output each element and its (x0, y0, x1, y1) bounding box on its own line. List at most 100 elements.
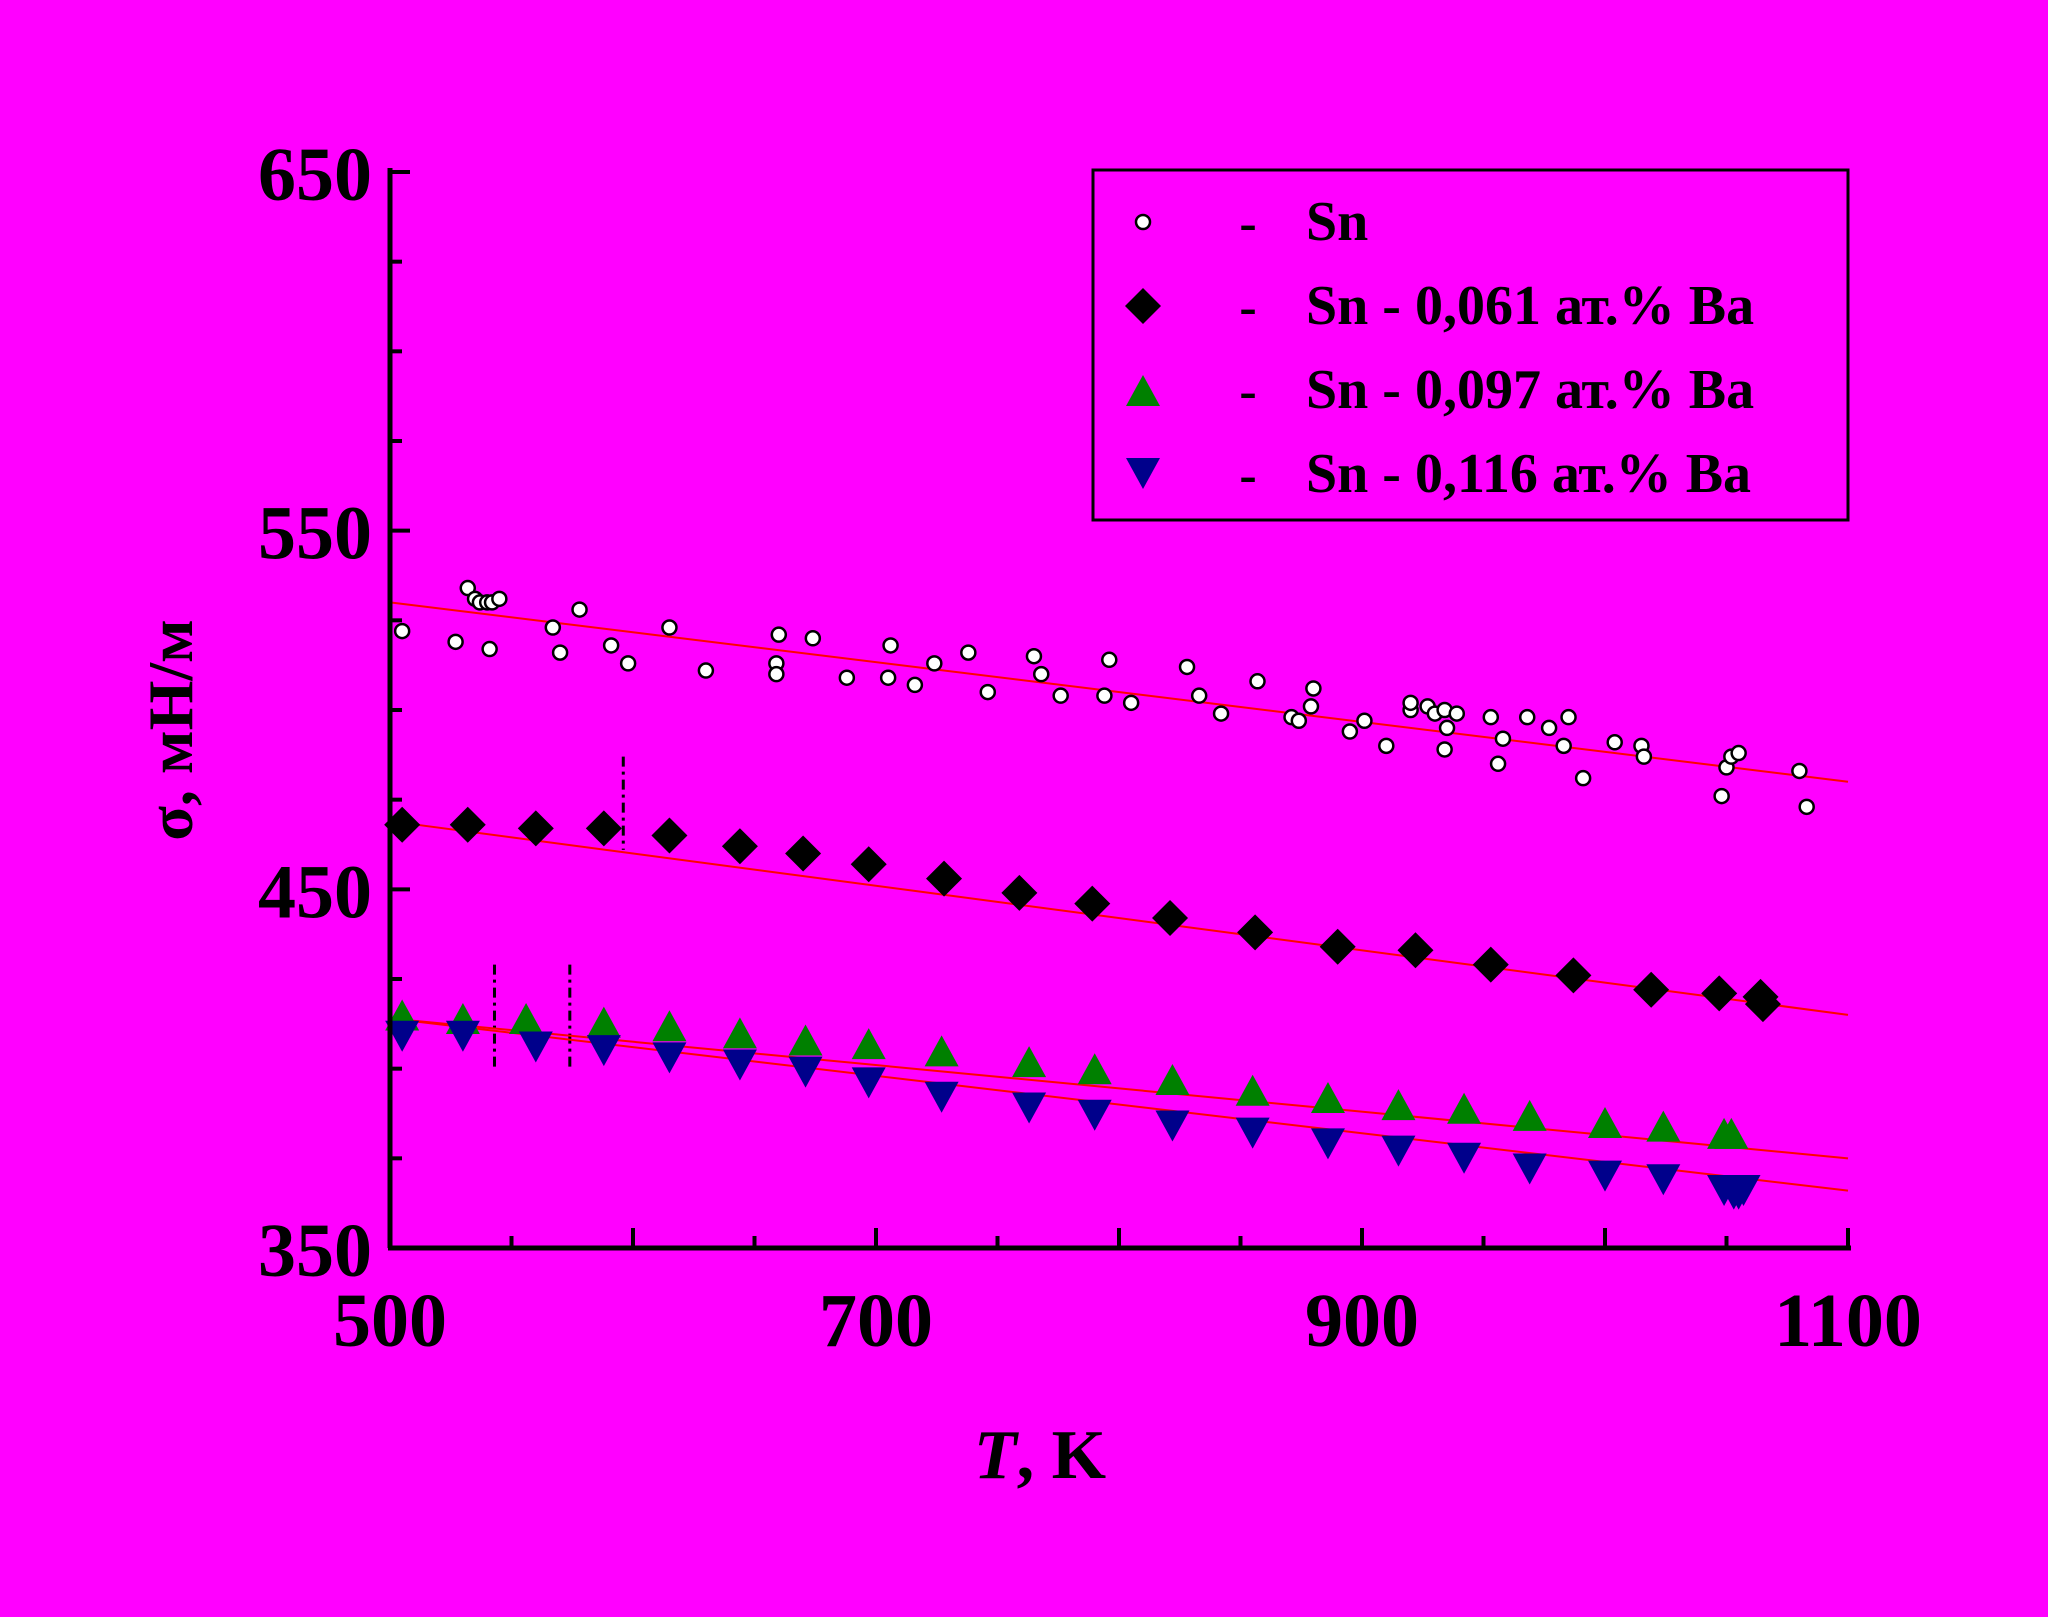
data-point (1791, 762, 1808, 780)
data-point (393, 622, 411, 640)
data-point (838, 669, 856, 686)
data-point (509, 1003, 544, 1035)
legend-label-1: Sn (1306, 191, 1368, 253)
data-point (1447, 1142, 1482, 1174)
x-axis-title-unit: , K (1017, 1417, 1106, 1494)
data-point (924, 1035, 959, 1067)
data-point (960, 644, 977, 661)
data-point (1448, 705, 1466, 722)
y-tick-label-450: 450 (258, 850, 372, 934)
data-point (1302, 698, 1320, 715)
data-point (491, 590, 508, 608)
data-point (1212, 705, 1230, 722)
legend-dash-4: - (1239, 447, 1256, 504)
data-point (768, 665, 785, 683)
series-sn-0-061-ba (384, 806, 1781, 1023)
data-point (879, 669, 897, 686)
data-point (586, 1035, 621, 1067)
legend-dash-3: - (1239, 363, 1256, 420)
data-point (1798, 798, 1815, 816)
data-point (1305, 680, 1322, 697)
data-point (1101, 651, 1118, 669)
data-point (1152, 900, 1189, 937)
data-point (518, 1031, 553, 1063)
data-point (1052, 687, 1069, 704)
data-point (1381, 1089, 1416, 1121)
data-point (447, 633, 464, 651)
data-point (906, 676, 924, 694)
data-point (1096, 687, 1113, 704)
data-point (1646, 1110, 1681, 1142)
data-point (1001, 874, 1038, 911)
y-tick-label-550: 550 (258, 492, 372, 576)
data-point (1555, 737, 1572, 755)
data-point (1032, 665, 1050, 683)
data-point (850, 846, 887, 883)
data-point (1447, 1092, 1482, 1124)
data-point (1249, 673, 1266, 690)
data-point (1397, 932, 1434, 969)
data-point (851, 1028, 886, 1060)
data-point (1310, 1128, 1345, 1160)
data-point (481, 640, 498, 658)
data-point (1012, 1046, 1047, 1078)
data-point (1744, 986, 1781, 1023)
x-tick-label-900: 900 (1305, 1279, 1419, 1363)
data-point (1319, 928, 1356, 965)
legend-marker-1 (1134, 213, 1152, 231)
data-point (544, 619, 562, 636)
data-point (652, 1042, 687, 1074)
data-point (517, 810, 554, 847)
data-point (1178, 658, 1196, 676)
legend-dash-2: - (1239, 279, 1256, 336)
data-point (1518, 708, 1536, 726)
data-point (1512, 1153, 1547, 1185)
data-point (619, 655, 637, 672)
data-point (571, 601, 588, 618)
data-point (1730, 744, 1747, 762)
data-point (1237, 914, 1274, 951)
data-point (652, 1010, 687, 1042)
data-point (1540, 719, 1558, 737)
data-point (785, 835, 822, 872)
data-point (1633, 971, 1670, 1008)
data-point (1155, 1064, 1190, 1096)
data-point (1701, 975, 1738, 1012)
y-tick-label-650: 650 (258, 133, 372, 217)
data-point (384, 806, 421, 843)
data-point (651, 817, 688, 854)
data-point (1512, 1099, 1547, 1131)
data-point (1190, 687, 1208, 704)
data-point (1235, 1117, 1270, 1149)
data-point (445, 1020, 480, 1052)
data-point (1726, 1175, 1761, 1207)
series-sn-0-116-ba (385, 1020, 1761, 1210)
x-axis-title-variable: T (974, 1417, 1020, 1494)
y-axis-title: σ, мН/м (135, 619, 206, 841)
data-point (1025, 647, 1043, 665)
data-point (1438, 719, 1456, 737)
data-point (722, 1017, 757, 1049)
series-points (384, 579, 1815, 1210)
legend-box (1091, 168, 1850, 522)
data-point (1077, 1053, 1112, 1085)
data-point (1482, 708, 1500, 726)
data-point (602, 637, 620, 654)
data-point (1290, 712, 1308, 730)
fit-line-sn (389, 601, 1849, 783)
x-tick-label-700: 700 (819, 1279, 933, 1363)
data-point (585, 810, 622, 847)
legend-dash-1: - (1239, 195, 1256, 252)
data-point (449, 806, 486, 843)
data-point (1713, 787, 1730, 805)
data-point (1646, 1164, 1681, 1196)
data-point (1378, 737, 1395, 755)
data-point (1310, 1081, 1345, 1113)
data-point (721, 828, 758, 865)
data-point (926, 860, 963, 897)
data-point (924, 1081, 959, 1113)
legend-entries: - Sn- Sn - 0,061 ат.% Ba- Sn - 0,097 ат.% B… (1125, 191, 1754, 505)
data-point (1574, 769, 1592, 787)
